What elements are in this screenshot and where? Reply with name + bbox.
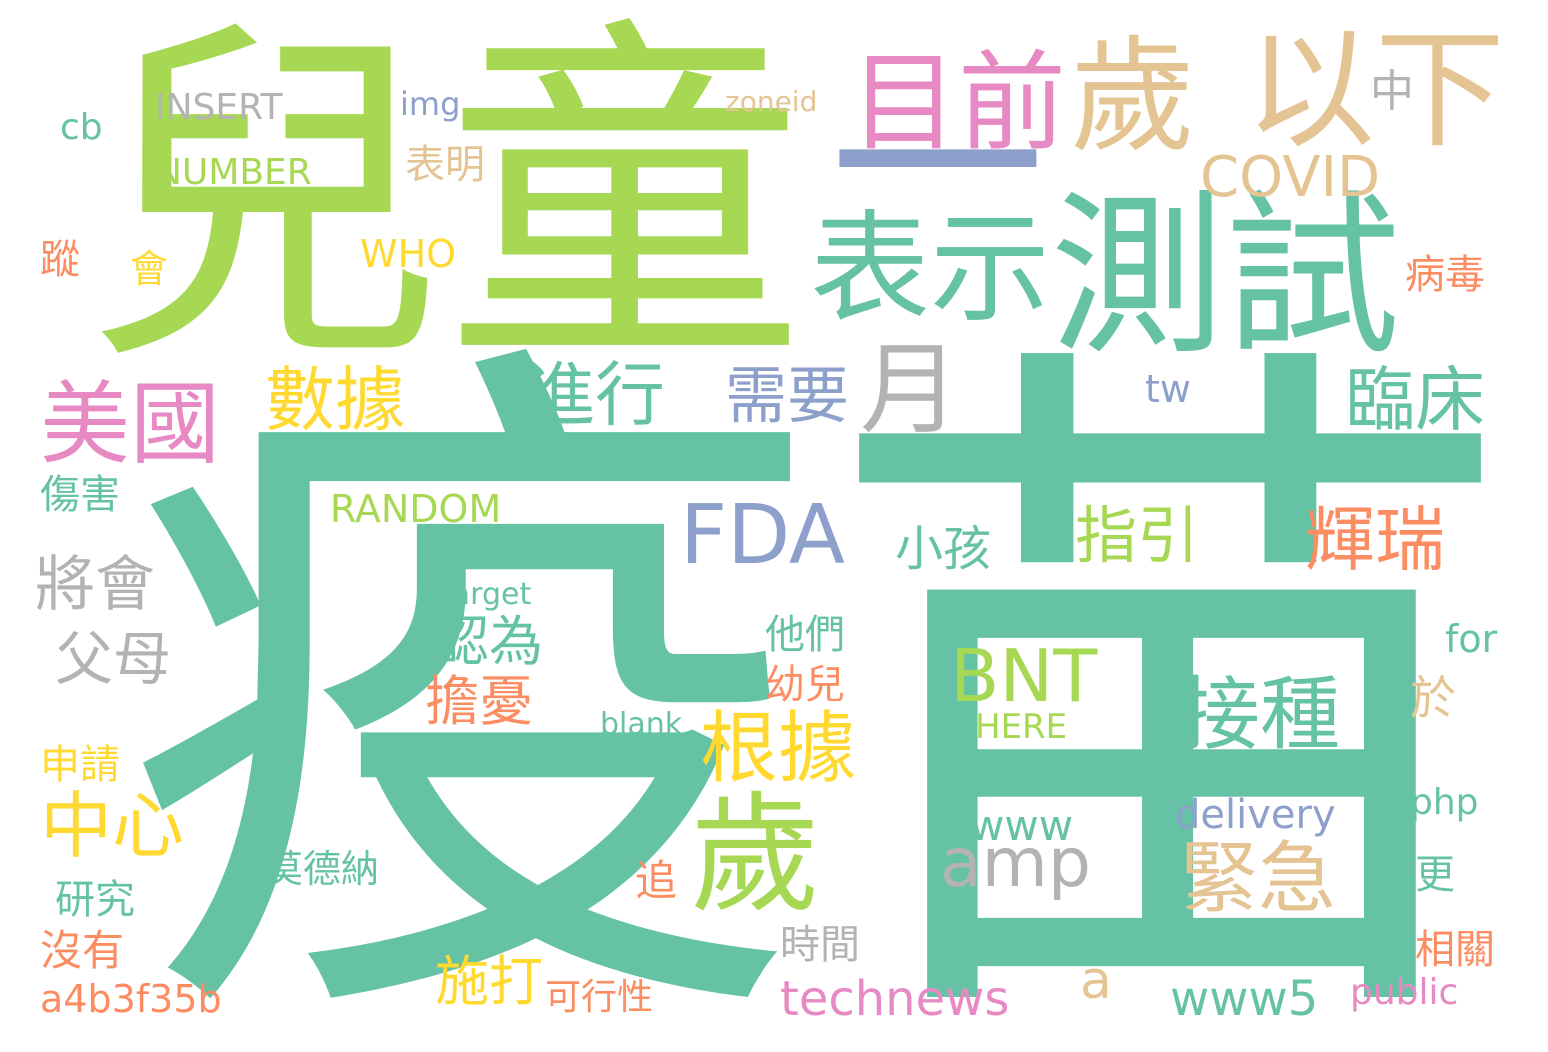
word: 以下	[1245, 14, 1506, 166]
word: COVID	[1200, 145, 1381, 210]
word: 莫德納	[265, 847, 380, 891]
word: 時間	[780, 922, 860, 968]
word: tw	[1145, 367, 1191, 411]
word: 施打	[435, 950, 543, 1013]
word: 研究	[55, 877, 135, 923]
word: technews	[780, 971, 1010, 1027]
word: 兒童	[85, 0, 805, 409]
word: 更	[1415, 852, 1455, 898]
word: 父母	[55, 625, 172, 693]
word: 將會	[35, 550, 155, 620]
word: RANDOM	[330, 487, 502, 531]
word: cb	[60, 107, 103, 148]
word: www	[970, 801, 1074, 850]
word: php	[1410, 782, 1479, 823]
word: 表明	[405, 142, 485, 188]
word: 中心	[40, 784, 185, 868]
word: 臨床	[1345, 359, 1485, 441]
word: 小孩	[895, 521, 992, 577]
word: NUMBER	[155, 152, 312, 193]
word: 一	[830, 42, 1045, 293]
word: target	[440, 577, 532, 612]
word: delivery	[1175, 792, 1336, 838]
word: 中	[1370, 66, 1414, 117]
word: 認為	[435, 610, 543, 673]
word: 沒有	[40, 926, 125, 975]
word: INSERT	[155, 87, 283, 128]
word: FDA	[680, 488, 845, 583]
word: 月	[860, 331, 960, 448]
word: 申請	[40, 742, 120, 788]
word: WHO	[360, 232, 457, 276]
word: 進行	[525, 354, 665, 436]
word: 需要	[725, 359, 850, 432]
word: 緊急	[1180, 834, 1337, 924]
word: 擔憂	[425, 670, 533, 733]
word: img	[400, 85, 461, 123]
word: 表示	[810, 200, 1050, 339]
word: a4b3f35b	[40, 977, 222, 1021]
word: blank	[600, 707, 683, 742]
word: 目前	[850, 41, 1067, 166]
word: 美國	[40, 372, 220, 477]
word: 會	[130, 247, 169, 291]
word: BNT	[950, 634, 1098, 718]
word: for	[1445, 617, 1498, 661]
word: 追	[635, 856, 678, 905]
word: public	[1350, 972, 1459, 1013]
word: 幼兒	[765, 662, 845, 708]
word: amp	[940, 824, 1092, 903]
word: 歲	[690, 779, 821, 931]
word: 傷害	[40, 472, 120, 518]
word: 蹤	[40, 237, 80, 283]
word: 指引	[1075, 499, 1200, 572]
word: 於	[1410, 671, 1456, 725]
word: 數據	[265, 359, 405, 441]
word: 疫苗	[120, 292, 1520, 1052]
word: HERE	[975, 707, 1068, 747]
word: a	[1080, 951, 1112, 1011]
word: 他們	[765, 612, 845, 658]
word: zoneid	[725, 85, 818, 118]
word: 歲	[1070, 25, 1195, 170]
word: 測試	[1050, 176, 1400, 379]
word: 接種	[1180, 668, 1340, 761]
word: 病毒	[1405, 252, 1485, 298]
word: 根據	[700, 704, 857, 794]
word: www5	[1170, 971, 1319, 1027]
word: 相關	[1415, 927, 1495, 973]
word: 可行性	[545, 977, 654, 1018]
word: 輝瑞	[1305, 499, 1445, 581]
